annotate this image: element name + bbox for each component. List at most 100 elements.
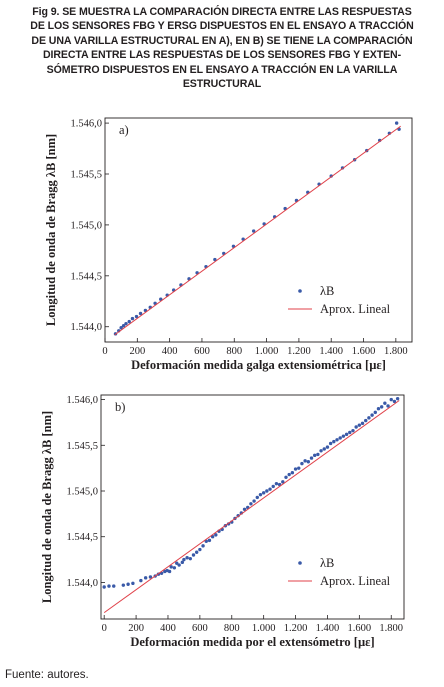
legend-label-line: Aprox. Lineal xyxy=(320,574,391,588)
data-point xyxy=(341,434,346,438)
data-point xyxy=(268,487,272,491)
figure-source: Fuente: autores. xyxy=(5,669,89,681)
x-axis-label: Deformación medida galga extensiométrica… xyxy=(131,358,386,372)
x-tick-label: 1.800 xyxy=(384,346,408,357)
data-point xyxy=(392,399,397,404)
data-point xyxy=(354,425,358,429)
x-tick-label: 600 xyxy=(192,623,208,634)
x-tick-label: 600 xyxy=(194,346,210,357)
data-point xyxy=(180,560,185,565)
data-point xyxy=(300,461,304,466)
data-point xyxy=(148,575,153,579)
data-point xyxy=(306,460,311,464)
x-tick-label: 800 xyxy=(226,346,242,357)
panel-label: b) xyxy=(115,400,125,414)
data-point xyxy=(379,405,384,409)
data-point xyxy=(143,576,148,580)
data-point xyxy=(242,507,247,511)
data-point xyxy=(191,553,196,557)
data-point xyxy=(188,556,193,561)
data-point xyxy=(389,397,393,402)
x-tick-label: 1.400 xyxy=(316,623,340,634)
data-point xyxy=(175,561,179,565)
plot-frame xyxy=(104,117,413,343)
data-point xyxy=(131,581,135,586)
legend-label-points: λB xyxy=(320,284,334,298)
data-point xyxy=(210,535,215,539)
data-point xyxy=(214,533,218,537)
legend-marker-points xyxy=(298,561,302,565)
x-tick-label: 1.200 xyxy=(284,623,308,634)
data-point xyxy=(194,550,199,554)
x-tick-label: 1.600 xyxy=(352,346,376,357)
legend-label-points: λB xyxy=(320,556,334,570)
data-point xyxy=(395,396,400,401)
data-point xyxy=(383,401,387,405)
y-tick-label: 1.544,5 xyxy=(67,532,99,543)
data-point xyxy=(281,480,285,484)
data-point xyxy=(357,423,362,427)
x-tick-label: 400 xyxy=(160,623,176,634)
data-point xyxy=(351,428,355,433)
data-point xyxy=(251,229,256,233)
y-tick-label: 1.546,0 xyxy=(71,119,103,130)
x-tick-label: 1.600 xyxy=(348,623,372,634)
y-tick-label: 1.546,0 xyxy=(67,395,99,406)
data-point xyxy=(348,430,352,435)
y-axis-label: Longitud de onda de Bragg λB [nm] xyxy=(44,134,58,326)
data-point xyxy=(386,404,390,408)
data-point xyxy=(303,459,307,463)
data-point xyxy=(328,441,333,446)
x-tick-label: 1.200 xyxy=(287,346,311,357)
x-tick-label: 1.000 xyxy=(255,346,279,357)
data-point xyxy=(360,421,365,426)
data-point xyxy=(258,492,263,497)
x-tick-label: 0 xyxy=(102,346,107,357)
data-point xyxy=(207,538,212,543)
data-point xyxy=(127,319,131,324)
y-tick-label: 1.545,5 xyxy=(71,170,103,181)
legend-label-line: Aprox. Lineal xyxy=(320,302,391,316)
y-tick-label: 1.545,0 xyxy=(67,487,99,498)
data-point xyxy=(119,326,123,330)
data-point xyxy=(213,257,217,262)
data-point xyxy=(376,407,381,411)
y-tick-label: 1.544,5 xyxy=(71,271,103,282)
data-point xyxy=(287,472,291,477)
fit-line xyxy=(114,125,401,336)
data-point xyxy=(325,445,330,449)
data-point xyxy=(316,452,320,457)
data-point xyxy=(344,432,349,437)
data-point xyxy=(130,316,135,321)
data-point xyxy=(312,453,317,458)
data-point xyxy=(198,547,202,552)
data-point xyxy=(169,565,173,569)
x-axis-label: Deformación medida por el extensómetro [… xyxy=(130,635,374,649)
chart-a: 0 200 400 600 800 1.000 1.200 1.400 1.600 1.800 1.… xyxy=(44,117,413,372)
data-point xyxy=(177,563,181,567)
data-point xyxy=(255,495,259,500)
data-point xyxy=(370,413,374,417)
data-point xyxy=(261,491,266,495)
data-point xyxy=(124,321,128,326)
data-point xyxy=(332,439,336,444)
data-point xyxy=(121,324,126,328)
data-point xyxy=(338,436,342,440)
data-point xyxy=(172,566,177,570)
data-point xyxy=(185,556,189,560)
data-point xyxy=(134,314,139,319)
x-tick-label: 800 xyxy=(224,623,240,634)
x-tick-label: 1.400 xyxy=(319,346,343,357)
data-point xyxy=(201,544,205,548)
panel-label: a) xyxy=(119,123,129,137)
chart-b: 0 200 400 600 800 1.000 1.200 1.400 1.600 1.800 1.… xyxy=(40,394,405,649)
y-tick-label: 1.545,0 xyxy=(71,220,103,231)
data-point xyxy=(319,449,323,453)
data-point xyxy=(297,466,301,470)
data-point xyxy=(249,502,253,506)
fit-line xyxy=(103,400,400,614)
legend-marker-points xyxy=(298,289,302,293)
data-point xyxy=(335,438,339,442)
data-point xyxy=(182,557,186,562)
figure-caption: Fig 9. SE MUESTRA LA COMPARACIÓN DIRECTA… xyxy=(30,6,414,91)
